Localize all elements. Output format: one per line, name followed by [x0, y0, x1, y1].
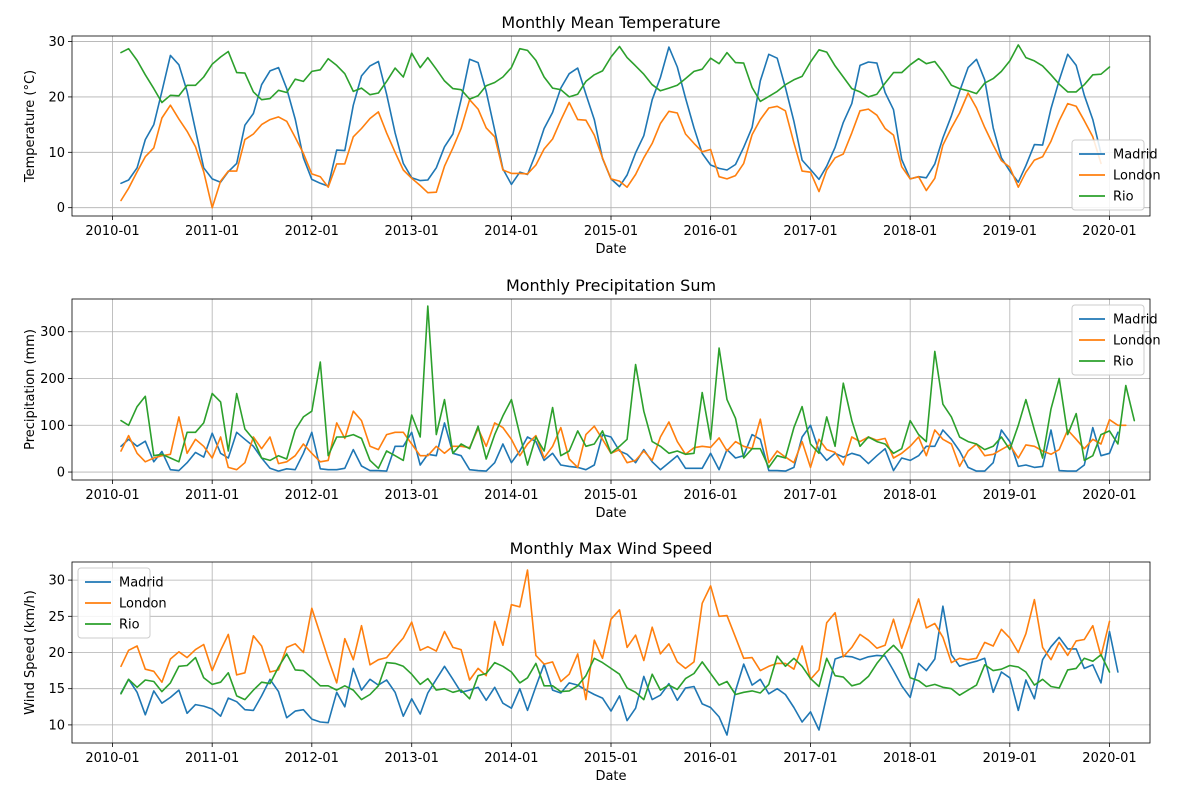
legend-label-rio: Rio [1113, 190, 1134, 205]
plot-frame [71, 35, 1151, 217]
chart-title: Monthly Max Wind Speed [510, 539, 713, 558]
y-axis-label: Wind Speed (km/h) [23, 590, 38, 715]
x-tick-label: 2014-01 [484, 224, 538, 239]
x-tick-label: 2011-01 [185, 751, 239, 766]
x-tick-label: 2018-01 [883, 751, 937, 766]
x-tick-label: 2017-01 [783, 488, 837, 503]
legend-box [1071, 304, 1145, 376]
series-line-london [120, 410, 1127, 471]
legend-box [77, 567, 151, 639]
y-tick-label: 30 [48, 35, 65, 50]
x-tick-label: 2012-01 [285, 224, 339, 239]
x-tick-label: 2014-01 [484, 488, 538, 503]
legend-label-rio: Rio [119, 618, 140, 633]
y-tick-label: 30 [48, 574, 65, 589]
legend-label-london: London [1113, 169, 1161, 184]
x-tick-label: 2016-01 [683, 488, 737, 503]
x-tick-label: 2015-01 [584, 224, 638, 239]
y-tick-label: 100 [40, 419, 65, 434]
x-axis-label: Date [595, 769, 626, 784]
x-tick-label: 2017-01 [783, 224, 837, 239]
x-tick-label: 2020-01 [1082, 488, 1136, 503]
legend-box [1071, 139, 1145, 211]
x-tick-label: 2019-01 [983, 751, 1037, 766]
x-tick-label: 2011-01 [185, 488, 239, 503]
x-tick-label: 2015-01 [584, 488, 638, 503]
legend-label-london: London [119, 597, 167, 612]
legend-label-london: London [1113, 334, 1161, 349]
x-tick-label: 2010-01 [85, 488, 139, 503]
chart-title: Monthly Precipitation Sum [506, 276, 716, 295]
legend-label-madrid: Madrid [1113, 148, 1158, 163]
x-tick-label: 2018-01 [883, 224, 937, 239]
chart-panel-2: 2010-01 2011-01 2012-01 2013-01 2014-01 2015-… [23, 276, 1161, 521]
y-tick-label: 25 [48, 610, 65, 625]
plot-frame [71, 298, 1151, 481]
y-axis-label: Temperature (°C) [23, 70, 38, 183]
series-line-london [120, 92, 1102, 209]
y-tick-label: 20 [48, 90, 65, 105]
legend: Madrid London Rio [1071, 304, 1161, 376]
legend: Madrid London Rio [1071, 139, 1161, 211]
y-tick-label: 300 [40, 325, 65, 340]
x-tick-label: 2014-01 [484, 751, 538, 766]
y-tick-label: 20 [48, 646, 65, 661]
x-tick-label: 2010-01 [85, 224, 139, 239]
legend-label-madrid: Madrid [1113, 313, 1158, 328]
y-tick-label: 10 [48, 718, 65, 733]
x-tick-label: 2020-01 [1082, 751, 1136, 766]
series-line-london [120, 569, 1111, 701]
chart-panel-1: 2010-01 2011-01 2012-01 2013-01 2014-01 2015-… [23, 13, 1161, 257]
x-tick-label: 2015-01 [584, 751, 638, 766]
x-tick-label: 2011-01 [185, 224, 239, 239]
x-tick-label: 2013-01 [385, 488, 439, 503]
x-axis-label: Date [595, 242, 626, 257]
x-axis-label: Date [595, 506, 626, 521]
x-tick-label: 2018-01 [883, 488, 937, 503]
x-tick-label: 2020-01 [1082, 224, 1136, 239]
chart-panel-3: 2010-01 2011-01 2012-01 2013-01 2014-01 2015-… [23, 539, 1151, 784]
x-tick-label: 2019-01 [983, 224, 1037, 239]
chart-title: Monthly Mean Temperature [501, 13, 720, 32]
x-tick-label: 2013-01 [385, 751, 439, 766]
y-tick-label: 0 [57, 466, 65, 481]
x-tick-label: 2010-01 [85, 751, 139, 766]
y-tick-label: 0 [57, 201, 65, 216]
y-tick-label: 15 [48, 682, 65, 697]
legend-label-rio: Rio [1113, 355, 1134, 370]
x-tick-label: 2013-01 [385, 224, 439, 239]
series-line-rio [120, 44, 1111, 104]
x-tick-label: 2012-01 [285, 488, 339, 503]
y-tick-label: 10 [48, 146, 65, 161]
series-line-madrid [120, 605, 1119, 736]
plot-frame [71, 561, 1151, 744]
legend: Madrid London Rio [77, 567, 167, 639]
x-tick-label: 2017-01 [783, 751, 837, 766]
legend-label-madrid: Madrid [119, 576, 164, 591]
series-line-rio [120, 305, 1136, 470]
x-tick-label: 2016-01 [683, 751, 737, 766]
series-line-rio [120, 644, 1111, 701]
y-tick-label: 200 [40, 372, 65, 387]
y-axis-label: Precipitation (mm) [23, 329, 38, 450]
x-tick-label: 2019-01 [983, 488, 1037, 503]
x-tick-label: 2012-01 [285, 751, 339, 766]
x-tick-label: 2016-01 [683, 224, 737, 239]
